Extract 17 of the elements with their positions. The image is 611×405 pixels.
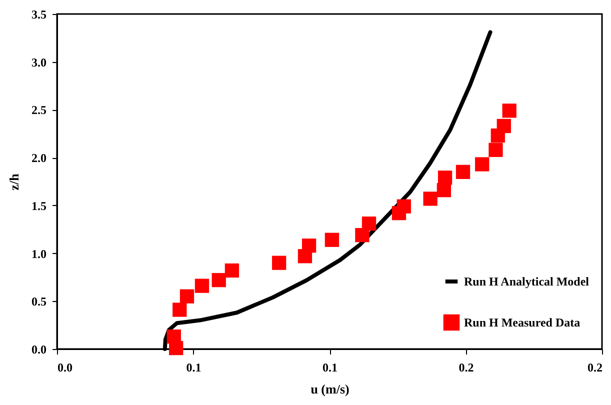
y-tick-label: 1.5 bbox=[32, 198, 46, 213]
y-tick-label: 0.0 bbox=[32, 342, 46, 356]
x-tick-label: 0.2 bbox=[458, 360, 474, 374]
x-tick-label: 0.0 bbox=[58, 360, 72, 374]
x-tick-label: 0.2 bbox=[588, 360, 602, 374]
y-tick-label: 0.5 bbox=[32, 294, 46, 309]
y-tick-label: 2.0 bbox=[32, 151, 46, 166]
legend-label: Run H Analytical Model bbox=[464, 274, 590, 288]
x-tick-label: 0.1 bbox=[186, 360, 202, 374]
y-tick-label: 3.5 bbox=[32, 8, 46, 22]
x-tick-label: 0.1 bbox=[322, 360, 338, 374]
legend-label: Run H Measured Data bbox=[464, 316, 580, 330]
x-axis-title: u (m/s) bbox=[310, 382, 350, 396]
y-tick-label: 2.5 bbox=[32, 103, 46, 118]
y-tick-label: 1.0 bbox=[32, 246, 46, 261]
y-axis-title: z/h bbox=[6, 172, 22, 190]
y-tick-label: 3.0 bbox=[32, 55, 46, 70]
